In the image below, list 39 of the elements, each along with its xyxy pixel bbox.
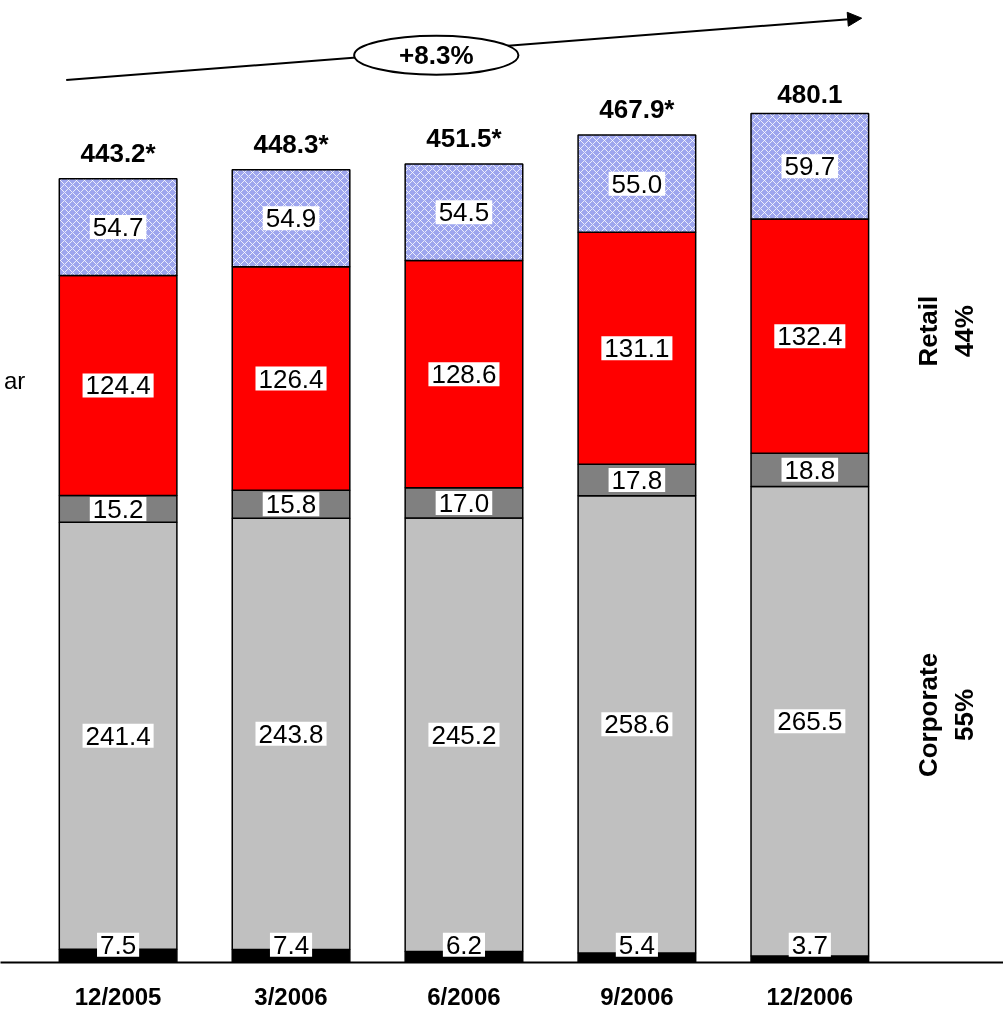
data-label: 124.4 (85, 370, 151, 401)
data-label: 243.8 (258, 718, 324, 749)
data-label: 3.7 (791, 929, 828, 960)
data-label: 128.6 (431, 359, 497, 390)
data-label: 15.8 (265, 489, 317, 520)
x-tick-label: 3/2006 (254, 982, 328, 1010)
x-tick-label: 6/2006 (427, 982, 501, 1010)
annotation: Retail 44% (913, 295, 980, 367)
data-label: 54.5 (438, 197, 490, 228)
x-tick-label: 12/2005 (74, 982, 162, 1010)
data-label: 54.9 (265, 203, 317, 234)
data-label: 241.4 (85, 720, 151, 751)
x-tick-label: 12/2006 (766, 982, 854, 1010)
data-label: 55.0 (611, 168, 663, 199)
data-label: 131.1 (604, 333, 670, 364)
total-label: 448.3* (253, 129, 330, 160)
total-label: 480.1 (777, 78, 843, 109)
data-label: 18.8 (784, 454, 836, 485)
x-tick-label: 9/2006 (600, 982, 674, 1010)
annotation: Corporate 55% (913, 652, 980, 778)
data-label: 6.2 (445, 929, 483, 960)
data-label: 54.7 (92, 212, 144, 243)
annotation: ar (3, 367, 26, 395)
text: +8.3% (399, 40, 474, 71)
data-label: 7.5 (100, 929, 137, 960)
total-label: 443.2* (80, 138, 157, 169)
data-label: 7.4 (272, 929, 310, 960)
total-label: 467.9* (599, 94, 676, 125)
total-label: 451.5* (426, 123, 503, 154)
data-label: 5.4 (618, 929, 655, 960)
data-label: 245.2 (431, 719, 497, 750)
data-label: 59.7 (784, 151, 836, 182)
data-label: 126.4 (258, 363, 324, 394)
data-label: 17.8 (611, 464, 663, 495)
data-label: 17.0 (438, 487, 490, 518)
data-label: 265.5 (777, 706, 843, 737)
data-label: 258.6 (604, 709, 670, 740)
data-label: 15.2 (92, 493, 144, 524)
data-label: 132.4 (777, 321, 843, 352)
